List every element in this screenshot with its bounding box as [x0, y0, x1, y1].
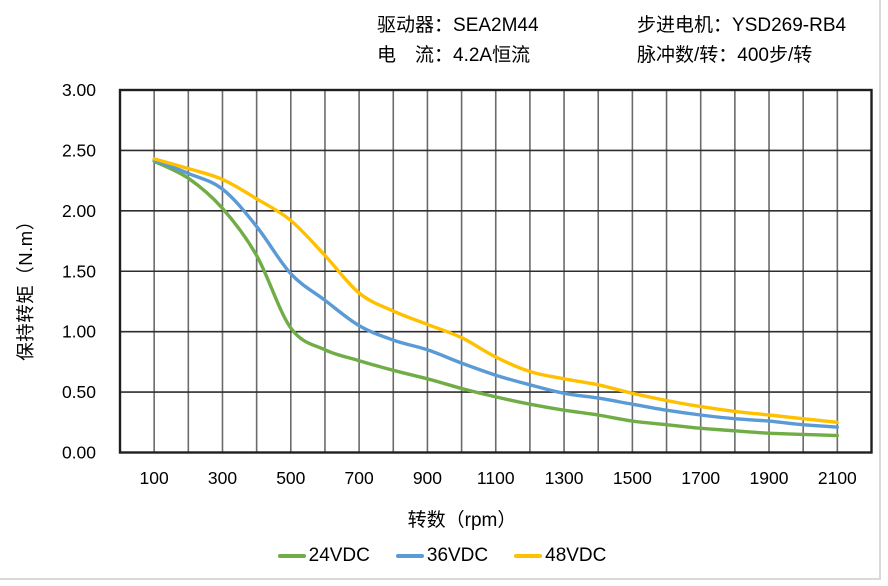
legend-label-36vdc: 36VDC	[426, 545, 489, 566]
x-tick-label: 1100	[477, 468, 515, 488]
current-line: 电 流：4.2A恒流	[377, 41, 539, 71]
y-tick-label: 2.00	[62, 201, 96, 221]
y-tick-label: 3.00	[62, 80, 96, 100]
driver-label: 驱动器：	[377, 15, 454, 36]
legend-item-36vdc: 36VDC	[395, 545, 489, 567]
chart-info-right: 步进电机：YSD269-RB4 脉冲数/转：400步/转	[637, 11, 846, 71]
legend-swatch-24vdc	[277, 554, 306, 558]
current-label: 电 流：	[377, 45, 454, 66]
x-tick-label: 1500	[613, 468, 652, 488]
x-tick-label: 1700	[681, 468, 720, 488]
motor-value: YSD269-RB4	[732, 15, 847, 36]
legend-swatch-36vdc	[395, 554, 424, 558]
y-tick-label: 0.00	[62, 443, 96, 463]
chart-info-left: 驱动器：SEA2M44 电 流：4.2A恒流	[377, 11, 539, 71]
driver-value: SEA2M44	[453, 15, 539, 36]
x-tick-label: 1300	[545, 468, 584, 488]
motor-line: 步进电机：YSD269-RB4	[637, 11, 846, 41]
legend-label-24vdc: 24VDC	[308, 545, 370, 566]
motor-label: 步进电机：	[637, 15, 733, 36]
x-tick-label: 1900	[750, 468, 789, 488]
x-tick-label: 100	[140, 468, 169, 488]
legend-label-48vdc: 48VDC	[545, 545, 607, 566]
legend: 24VDC 36VDC 48VDC	[0, 545, 884, 567]
y-tick-label: 2.50	[62, 140, 96, 160]
x-tick-label: 500	[276, 468, 305, 488]
x-tick-label: 300	[208, 468, 237, 488]
legend-item-48vdc: 48VDC	[514, 545, 606, 567]
current-value: 4.2A恒流	[453, 45, 531, 66]
legend-item-24vdc: 24VDC	[277, 545, 370, 567]
legend-swatch-48vdc	[514, 554, 543, 558]
y-tick-label: 1.50	[62, 261, 96, 281]
x-tick-label: 900	[413, 468, 442, 488]
x-tick-label: 700	[345, 468, 374, 488]
series-line-24vdc	[152, 159, 839, 438]
y-tick-label: 0.50	[62, 382, 96, 402]
pulses-line: 脉冲数/转：400步/转	[637, 41, 846, 71]
pulses-value: 400步/转	[737, 45, 813, 66]
pulses-label: 脉冲数/转：	[637, 45, 738, 66]
x-tick-label: 2100	[818, 468, 857, 488]
series-line-36vdc	[152, 158, 839, 429]
series-line-48vdc	[152, 157, 839, 424]
y-tick-label: 1.00	[62, 322, 96, 342]
driver-line: 驱动器：SEA2M44	[377, 11, 539, 41]
x-axis-title: 转数（rpm）	[407, 510, 517, 531]
plot-border	[118, 88, 873, 454]
